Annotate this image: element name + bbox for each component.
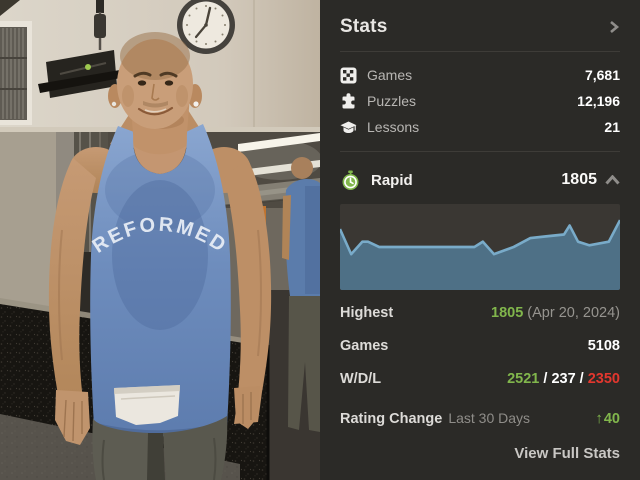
stats-header[interactable]: Stats xyxy=(340,14,620,40)
right-hand xyxy=(234,386,260,429)
rapid-details: Highest 1805 (Apr 20, 2024) Games 5108 W… xyxy=(340,305,620,428)
head xyxy=(108,32,202,129)
rating-change-row: Rating Change Last 30 Days ↑40 xyxy=(340,410,620,428)
games-board-icon xyxy=(340,67,357,83)
highest-date: (Apr 20, 2024) xyxy=(527,305,620,321)
chevron-up-icon[interactable] xyxy=(605,175,620,185)
draws: 237 xyxy=(551,371,576,387)
left-arm xyxy=(48,158,96,432)
summary-value: 7,681 xyxy=(584,67,620,83)
gym-photo-illustration: REFORMED xyxy=(0,0,320,480)
tank-top xyxy=(90,124,231,437)
stats-panel: Stats Games 7,681 xyxy=(320,0,640,480)
right-arm xyxy=(224,158,272,424)
ceiling-shadow xyxy=(0,0,20,16)
wdl-label: W/D/L xyxy=(340,371,382,387)
summary-row-games[interactable]: Games 7,681 xyxy=(340,62,620,88)
rating-change-period: Last 30 Days xyxy=(448,410,531,426)
left-hand xyxy=(55,390,90,445)
divider xyxy=(340,51,620,52)
wins: 2521 xyxy=(507,371,540,387)
games-value: 5108 xyxy=(587,338,620,354)
air-vent xyxy=(0,21,32,125)
rating-sparkline xyxy=(340,219,620,290)
puzzle-icon xyxy=(342,92,355,108)
summary-label: Puzzles xyxy=(367,93,417,109)
wall-clock xyxy=(177,0,235,54)
rating-change-label-group: Rating Change Last 30 Days xyxy=(340,410,531,427)
rapid-label: Rapid xyxy=(371,171,413,189)
profile-photo: REFORMED xyxy=(0,0,320,480)
up-arrow-icon: ↑ xyxy=(595,410,603,427)
buzzed-hair xyxy=(120,32,190,80)
summary-row-lessons[interactable]: Lessons 21 xyxy=(340,114,620,140)
hanging-hoist xyxy=(38,0,121,98)
mirror-reflection-person xyxy=(282,157,320,432)
summary-label: Lessons xyxy=(367,119,420,135)
graduation-cap-icon xyxy=(340,121,357,133)
wdl-value: 2521 / 237 / 2350 xyxy=(507,371,620,387)
earbud-right-icon xyxy=(193,101,199,107)
rapid-stopwatch-icon xyxy=(342,170,359,190)
towel xyxy=(114,385,180,425)
divider xyxy=(340,151,620,152)
rapid-rating: 1805 xyxy=(561,171,597,188)
chevron-right-icon[interactable] xyxy=(608,21,620,33)
rating-change-value: ↑40 xyxy=(595,410,620,427)
summary-list: Games 7,681 Puzzles 12,196 Lessons 21 xyxy=(340,52,620,140)
games-label: Games xyxy=(340,338,389,354)
summary-row-puzzles[interactable]: Puzzles 12,196 xyxy=(340,88,620,114)
losses: 2350 xyxy=(587,371,620,387)
wdl-row: W/D/L 2521 / 237 / 2350 xyxy=(340,371,620,389)
rapid-section-header[interactable]: Rapid 1805 xyxy=(340,164,620,196)
person: REFORMED xyxy=(48,32,272,480)
stats-title: Stats xyxy=(340,16,388,37)
pants xyxy=(92,416,228,480)
earbud-left-icon xyxy=(111,101,117,107)
highest-label: Highest xyxy=(340,305,394,321)
summary-value: 21 xyxy=(604,119,620,135)
highest-row: Highest 1805 (Apr 20, 2024) xyxy=(340,305,620,323)
summary-value: 12,196 xyxy=(577,93,620,109)
rapid-rating-chart xyxy=(340,204,620,290)
highest-value: 1805 (Apr 20, 2024) xyxy=(491,305,620,321)
view-full-stats-link[interactable]: View Full Stats xyxy=(514,445,620,462)
games-row: Games 5108 xyxy=(340,338,620,356)
summary-label: Games xyxy=(367,67,413,83)
